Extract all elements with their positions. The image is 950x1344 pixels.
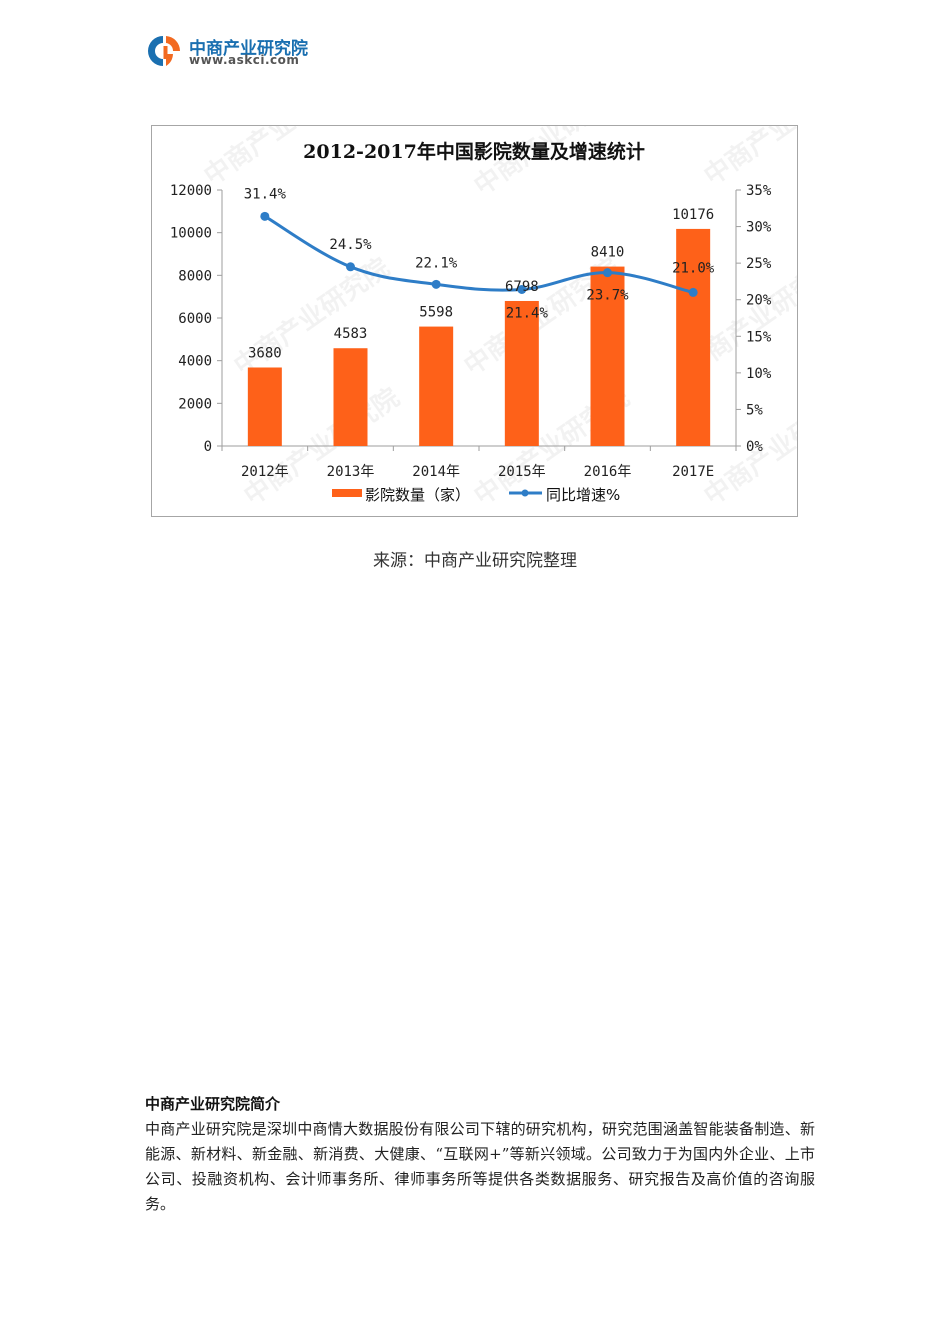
right-axis-tick-label: 0% [746, 439, 763, 455]
bar [333, 348, 368, 446]
left-axis-tick-label: 4000 [178, 354, 212, 370]
line-marker [260, 211, 270, 221]
bar [590, 266, 625, 446]
logo-name: 中商产业研究院 [189, 39, 308, 59]
logo-url: www.askci.com [189, 53, 300, 67]
line-value-label: 22.1% [415, 255, 458, 271]
line-value-label: 31.4% [244, 186, 287, 202]
line-marker [517, 284, 527, 294]
watermark-text: 中商产业研究院 [228, 252, 395, 382]
line-marker [346, 262, 355, 272]
right-axis-tick-label: 35% [746, 183, 772, 199]
right-axis-tick-label: 10% [746, 366, 772, 382]
line-value-label: 24.5% [329, 237, 372, 253]
right-axis-tick-label: 5% [746, 402, 763, 418]
legend-bar-swatch [332, 489, 362, 497]
bar-value-label: 6798 [505, 279, 539, 295]
left-axis-tick-label: 10000 [170, 226, 212, 242]
line-value-label: 23.7% [586, 288, 629, 304]
bar [504, 300, 539, 446]
left-axis-tick-label: 8000 [178, 268, 212, 284]
line-marker [603, 268, 612, 278]
left-axis-tick-label: 2000 [178, 396, 212, 412]
line-marker [431, 279, 441, 289]
left-axis-tick-label: 0 [204, 439, 212, 455]
intro-title: 中商产业研究院简介 [145, 1095, 281, 1113]
x-axis-tick-label: 2013年 [327, 464, 375, 480]
line-marker [688, 287, 698, 297]
intro-body: 中商产业研究院是深圳中商情大数据股份有限公司下辖的研究机构，研究范围涵盖智能装备… [145, 1120, 815, 1213]
right-axis-tick-label: 15% [746, 329, 772, 345]
legend-line-label: 同比增速% [546, 486, 620, 504]
watermark-text: 中商产业研究院 [698, 126, 797, 192]
bar [676, 228, 711, 446]
bar [247, 367, 282, 446]
source-caption: 来源：中商产业研究院整理 [373, 551, 577, 571]
bar-value-label: 10176 [672, 207, 714, 223]
watermark-text: 中商产业研究院 [468, 126, 635, 202]
bar-value-label: 5598 [419, 305, 453, 321]
left-axis-tick-label: 12000 [170, 183, 212, 199]
line-value-label: 21.0% [672, 260, 715, 276]
x-axis-tick-label: 2012年 [241, 464, 289, 480]
x-axis-tick-label: 2015年 [498, 464, 546, 480]
askci-logo-icon [148, 36, 181, 66]
askci-logo: 中商产业研究院 www.askci.com [146, 32, 346, 72]
line-value-label: 21.4% [506, 305, 549, 321]
left-axis-tick-label: 6000 [178, 311, 212, 327]
right-axis-tick-label: 30% [746, 220, 772, 236]
right-axis-tick-label: 25% [746, 256, 772, 272]
growth-line [264, 215, 694, 294]
bar-value-label: 8410 [591, 245, 625, 261]
chart-title: 2012-2017年中国影院数量及增速统计 [303, 140, 645, 163]
bar [419, 326, 454, 446]
bar-value-label: 4583 [334, 326, 368, 342]
company-intro: 中商产业研究院简介 中商产业研究院是深圳中商情大数据股份有限公司下辖的研究机构，… [145, 1093, 815, 1217]
x-axis-tick-label: 2014年 [412, 464, 460, 480]
legend-bar-label: 影院数量（家） [365, 486, 470, 504]
bar-value-label: 3680 [248, 345, 282, 361]
chart-frame: 中商产业研究院 中商产业研究院 中商产业研究院 中商产业研究院 中商产业研究院 中商产业研… [151, 125, 798, 517]
x-axis-tick-label: 2017E [672, 464, 714, 480]
right-axis-tick-label: 20% [746, 293, 772, 309]
x-axis-tick-label: 2016年 [584, 464, 632, 480]
